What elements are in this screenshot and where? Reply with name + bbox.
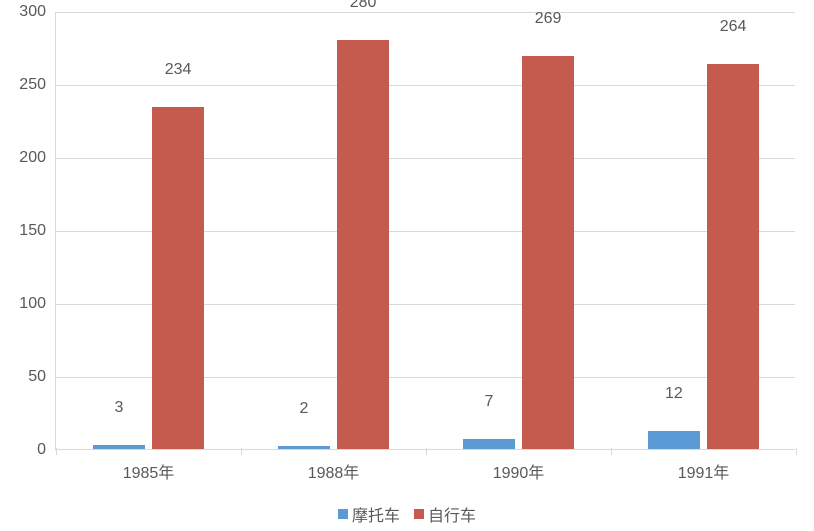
bar-value-label: 2	[299, 400, 308, 423]
x-tick-label: 1985年	[123, 449, 175, 483]
bar-value-label: 280	[350, 0, 377, 17]
x-tick-mark	[426, 448, 427, 455]
gridline	[56, 12, 795, 13]
x-tick-mark	[611, 448, 612, 455]
y-tick-label: 250	[19, 76, 56, 94]
y-tick-label: 100	[19, 295, 56, 313]
bar	[707, 64, 759, 449]
x-tick-mark	[241, 448, 242, 455]
legend-swatch	[338, 509, 348, 519]
bar	[152, 107, 204, 449]
y-tick-label: 300	[19, 3, 56, 21]
y-tick-label: 200	[19, 149, 56, 167]
y-tick-label: 50	[28, 368, 56, 386]
bar	[522, 56, 574, 449]
legend-label: 摩托车	[352, 502, 400, 526]
legend-item: 自行车	[414, 502, 476, 526]
bar-value-label: 7	[484, 393, 493, 416]
gridline	[56, 85, 795, 86]
x-tick-label: 1991年	[678, 449, 730, 483]
bar	[463, 439, 515, 449]
x-tick-label: 1990年	[493, 449, 545, 483]
x-tick-mark	[796, 448, 797, 455]
bar	[648, 431, 700, 449]
legend-item: 摩托车	[338, 502, 400, 526]
bar-value-label: 264	[720, 18, 747, 41]
legend-swatch	[414, 509, 424, 519]
bar-value-label: 269	[535, 10, 562, 33]
legend: 摩托车 自行车	[0, 502, 814, 526]
plot-area: 0501001502002503001985年32341988年22801990…	[55, 12, 795, 450]
bar	[278, 446, 330, 449]
bar-value-label: 12	[665, 385, 683, 408]
grouped-bar-chart: 0 50 100 150 200 250 300 1985年 3 234 1988年 2 280 1990…	[0, 0, 814, 531]
y-tick-label: 0	[37, 441, 56, 459]
bar	[93, 445, 145, 449]
bar	[337, 40, 389, 449]
bar-value-label: 234	[165, 61, 192, 84]
bar-value-label: 3	[114, 399, 123, 422]
x-tick-label: 1988年	[308, 449, 360, 483]
x-tick-mark	[56, 448, 57, 455]
legend-label: 自行车	[428, 502, 476, 526]
y-tick-label: 150	[19, 222, 56, 240]
